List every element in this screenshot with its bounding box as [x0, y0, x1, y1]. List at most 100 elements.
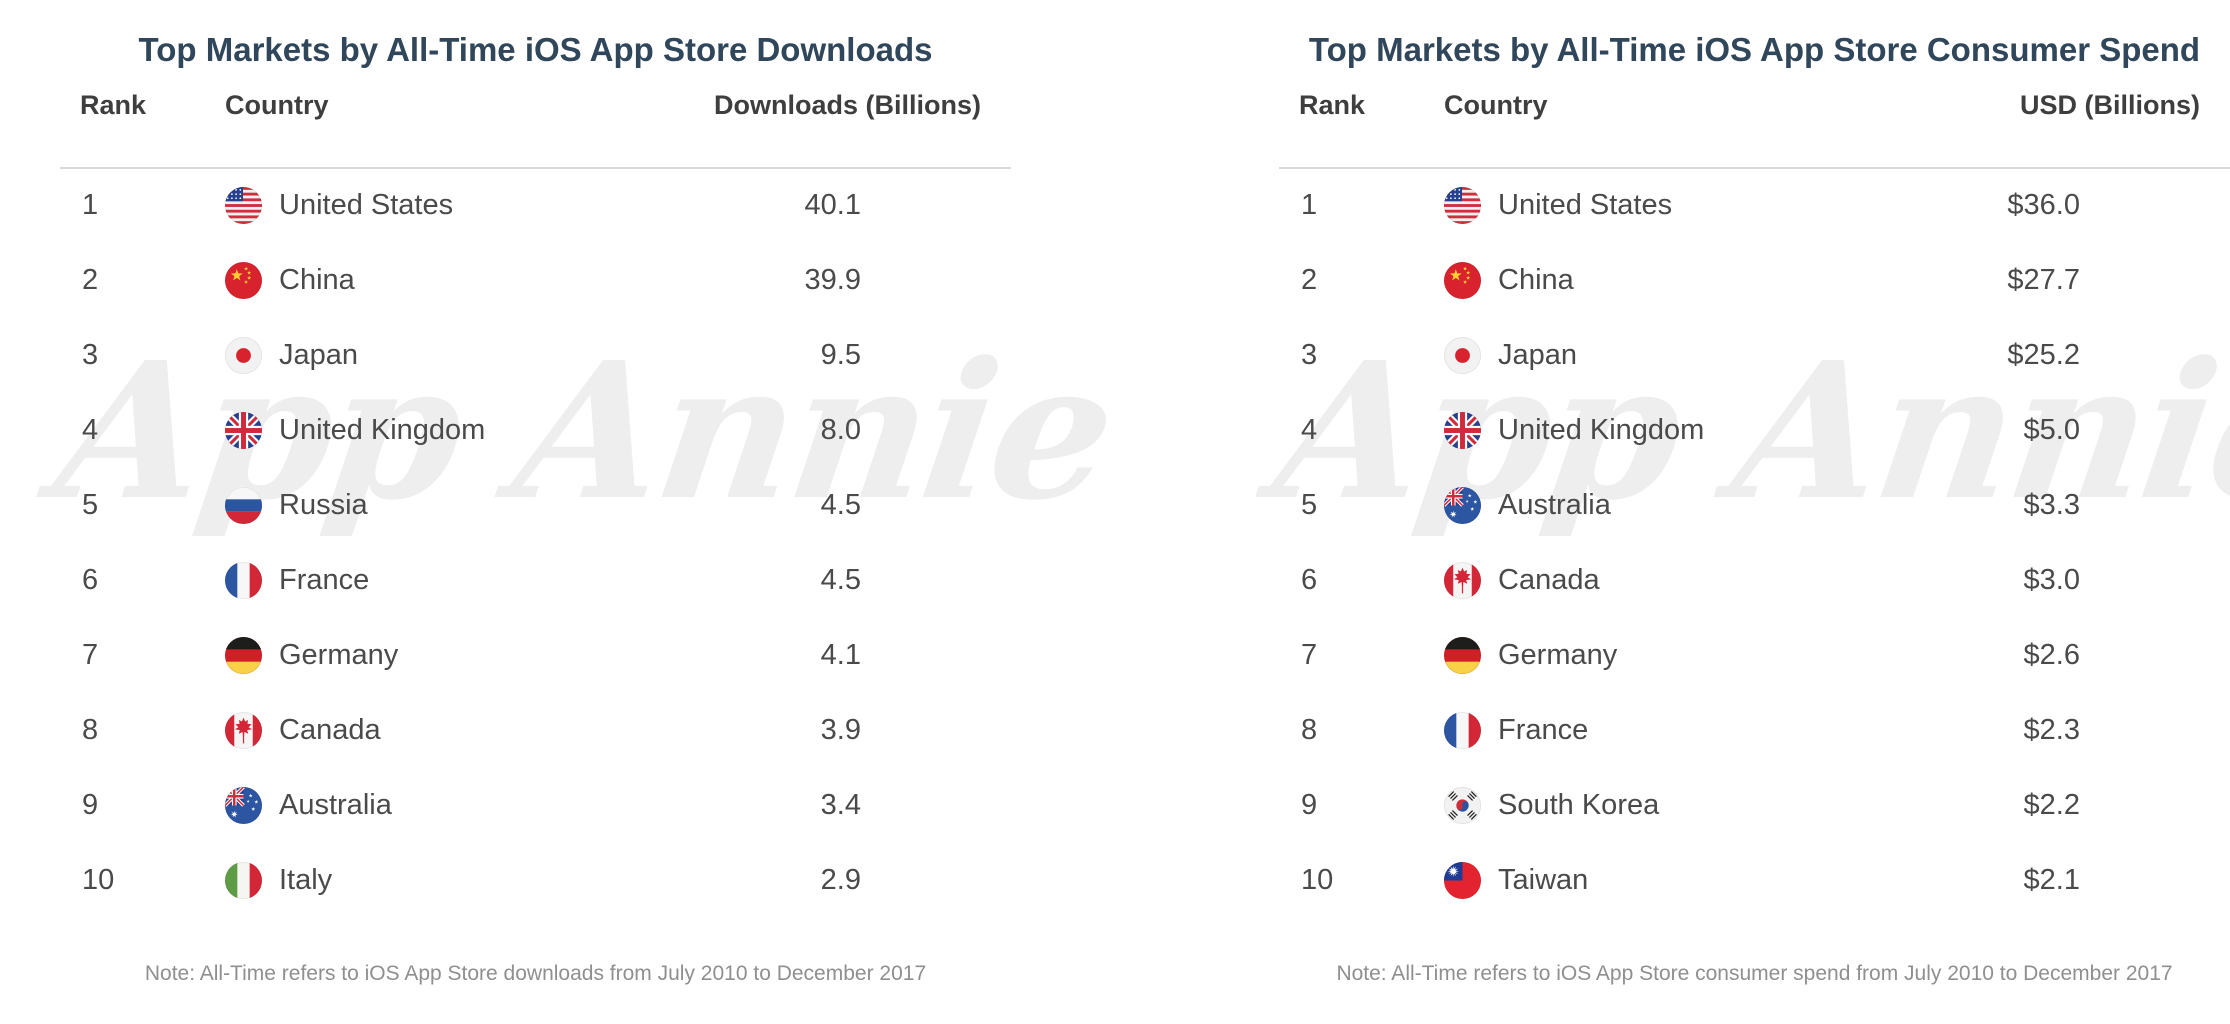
it-flag-icon — [225, 861, 262, 899]
rank-value: 10 — [1301, 863, 1334, 896]
metric-value: $5.0 — [2023, 413, 2080, 446]
country-name: France — [279, 563, 370, 596]
gb-flag-icon — [225, 411, 262, 449]
downloads-table-title: Top Markets by All-Time iOS App Store Do… — [138, 31, 933, 68]
metric-value: $36.0 — [2007, 189, 2080, 222]
table-row: 7 Germany 4.1 — [60, 618, 1011, 693]
country-name: China — [279, 263, 355, 296]
tw-flag-icon — [1444, 861, 1481, 899]
jp-flag-icon — [225, 336, 262, 374]
au-flag-icon — [1444, 486, 1481, 524]
table-row: 5 Australia $3.3 — [1279, 468, 2230, 543]
kr-flag-icon — [1444, 786, 1481, 824]
table-row: 9 South Korea $2.2 — [1279, 768, 2230, 843]
jp-flag-icon — [1444, 336, 1481, 374]
metric-value: $2.2 — [2023, 788, 2080, 821]
downloads-column-header: Downloads (Billions) — [681, 69, 1011, 169]
metric-value: 4.1 — [820, 638, 861, 671]
table-header-row: Rank Country Downloads (Billions) — [60, 69, 1011, 169]
rank-value: 7 — [1301, 638, 1318, 671]
rank-value: 7 — [82, 638, 99, 671]
ca-flag-icon — [1444, 561, 1481, 599]
consumer-spend-panel: App Annie Top Markets by All-Time iOS Ap… — [1264, 16, 2230, 986]
table-row: 1 United States $36.0 — [1279, 168, 2230, 243]
downloads-panel: App Annie Top Markets by All-Time iOS Ap… — [45, 16, 1125, 986]
metric-value: $27.7 — [2007, 263, 2080, 296]
rank-value: 3 — [82, 338, 99, 371]
table-row: 6 France 4.5 — [60, 543, 1011, 618]
country-name: Canada — [279, 713, 381, 746]
metric-value: 2.9 — [820, 863, 861, 896]
ca-flag-icon — [225, 711, 262, 749]
table-row: 1 United States 40.1 — [60, 168, 1011, 243]
rank-value: 8 — [82, 713, 99, 746]
country-name: Japan — [1498, 338, 1578, 371]
rank-value: 2 — [1301, 263, 1318, 296]
metric-value: 4.5 — [820, 488, 861, 521]
country-name: France — [1498, 713, 1589, 746]
spend-footnote: Note: All-Time refers to iOS App Store c… — [1336, 961, 2173, 985]
country-column-header: Country — [225, 69, 681, 169]
metric-value: 40.1 — [804, 189, 861, 222]
country-name: Italy — [279, 863, 333, 896]
table-row: 4 United Kingdom $5.0 — [1279, 393, 2230, 468]
spend-table-body: 1 United States $36.0 2 China $27.7 3 Japan $25.… — [1279, 168, 2230, 918]
spend-table: Rank Country USD (Billions) 1 United Stat… — [1279, 69, 2230, 918]
rank-value: 8 — [1301, 713, 1318, 746]
table-row: 2 China $27.7 — [1279, 243, 2230, 318]
country-name: United States — [279, 189, 454, 222]
table-row: 2 China 39.9 — [60, 243, 1011, 318]
metric-value: 39.9 — [804, 263, 861, 296]
rank-value: 1 — [82, 189, 99, 222]
cn-flag-icon — [225, 261, 262, 299]
metric-value: 3.9 — [820, 713, 861, 746]
au-flag-icon — [225, 786, 262, 824]
metric-value: $2.1 — [2023, 863, 2080, 896]
country-name: Russia — [279, 488, 368, 521]
metric-value: 9.5 — [820, 338, 861, 371]
rank-value: 2 — [82, 263, 99, 296]
rank-value: 1 — [1301, 189, 1318, 222]
rank-column-header: Rank — [1279, 69, 1444, 169]
report-page: App Annie Top Markets by All-Time iOS Ap… — [45, 16, 2230, 986]
country-name: Japan — [279, 338, 359, 371]
ru-flag-icon — [225, 486, 262, 524]
country-name: South Korea — [1498, 788, 1660, 821]
rank-value: 9 — [82, 788, 99, 821]
rank-value: 5 — [82, 488, 99, 521]
table-row: 8 Canada 3.9 — [60, 693, 1011, 768]
metric-value: $2.3 — [2023, 713, 2080, 746]
country-name: Taiwan — [1498, 863, 1589, 896]
rank-value: 5 — [1301, 488, 1318, 521]
downloads-footnote: Note: All-Time refers to iOS App Store d… — [144, 961, 927, 985]
table-row: 7 Germany $2.6 — [1279, 618, 2230, 693]
us-flag-icon — [225, 187, 262, 225]
downloads-table-body: 1 United States 40.1 2 China 39.9 3 Japan 9.5 4 Un… — [60, 168, 1011, 918]
country-name: Germany — [279, 638, 399, 671]
rank-value: 3 — [1301, 338, 1318, 371]
table-row: 6 Canada $3.0 — [1279, 543, 2230, 618]
rank-value: 6 — [82, 563, 99, 596]
table-row: 10 Italy 2.9 — [60, 843, 1011, 918]
table-row: 9 Australia 3.4 — [60, 768, 1011, 843]
country-name: Australia — [279, 788, 392, 821]
table-row: 10 Taiwan $2.1 — [1279, 843, 2230, 918]
country-name: United States — [1498, 189, 1673, 222]
downloads-table: Rank Country Downloads (Billions) 1 Unite… — [60, 69, 1011, 918]
de-flag-icon — [225, 636, 262, 674]
country-name: Canada — [1498, 563, 1600, 596]
table-row: 3 Japan $25.2 — [1279, 318, 2230, 393]
country-column-header: Country — [1444, 69, 1900, 169]
cn-flag-icon — [1444, 261, 1481, 299]
table-row: 8 France $2.3 — [1279, 693, 2230, 768]
de-flag-icon — [1444, 636, 1481, 674]
metric-value: 3.4 — [820, 788, 861, 821]
rank-value: 4 — [82, 413, 99, 446]
rank-value: 6 — [1301, 563, 1318, 596]
table-row: 5 Russia 4.5 — [60, 468, 1011, 543]
fr-flag-icon — [225, 561, 262, 599]
table-row: 4 United Kingdom 8.0 — [60, 393, 1011, 468]
rank-value: 10 — [82, 863, 115, 896]
metric-value: $3.0 — [2023, 563, 2080, 596]
metric-value: $2.6 — [2023, 638, 2080, 671]
